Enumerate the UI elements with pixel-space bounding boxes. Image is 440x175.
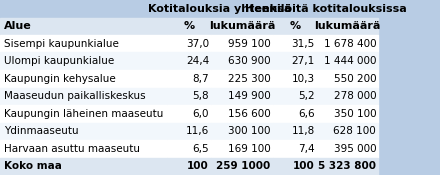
Bar [0,52,167,70]
Text: 259 1000: 259 1000 [216,161,271,171]
Text: 6,6: 6,6 [298,109,315,119]
Bar [273,0,378,18]
Text: 550 200: 550 200 [334,74,376,84]
Bar [167,88,211,105]
Text: 100: 100 [293,161,315,171]
Bar [0,18,167,35]
Bar [317,88,378,105]
Bar [273,122,317,140]
Text: 630 900: 630 900 [228,56,271,66]
Text: lukumäärä: lukumäärä [315,21,381,31]
Bar [0,88,167,105]
Bar [211,88,273,105]
Bar [273,140,317,158]
Bar [317,158,378,175]
Text: 11,8: 11,8 [291,126,315,136]
Text: 278 000: 278 000 [334,91,376,101]
Text: 156 600: 156 600 [228,109,271,119]
Bar [211,105,273,122]
Text: 149 900: 149 900 [228,91,271,101]
Text: 24,4: 24,4 [186,56,209,66]
Text: 6,0: 6,0 [193,109,209,119]
Text: 100: 100 [187,161,209,171]
Bar [317,18,378,35]
Text: 1 444 000: 1 444 000 [324,56,376,66]
Bar [273,18,317,35]
Text: 31,5: 31,5 [291,39,315,49]
Bar [317,122,378,140]
Bar [211,35,273,52]
Text: Henkilöitä kotitalouksissa: Henkilöitä kotitalouksissa [245,4,407,14]
Text: Kaupungin kehysalue: Kaupungin kehysalue [4,74,116,84]
Bar [167,70,211,88]
Text: Koko maa: Koko maa [4,161,62,171]
Text: 350 100: 350 100 [334,109,376,119]
Text: Alue: Alue [4,21,32,31]
Text: 5 323 800: 5 323 800 [318,161,376,171]
Bar [273,105,317,122]
Bar [211,70,273,88]
Bar [0,122,167,140]
Bar [0,70,167,88]
Bar [211,18,273,35]
Text: 225 300: 225 300 [228,74,271,84]
Bar [273,52,317,70]
Bar [317,35,378,52]
Text: 5,8: 5,8 [192,91,209,101]
Bar [0,105,167,122]
Text: 959 100: 959 100 [228,39,271,49]
Bar [167,35,211,52]
Bar [167,18,211,35]
Text: lukumäärä: lukumäärä [209,21,275,31]
Bar [317,52,378,70]
Text: Ydinmaaseutu: Ydinmaaseutu [4,126,79,136]
Text: 5,2: 5,2 [298,91,315,101]
Bar [273,88,317,105]
Bar [167,122,211,140]
Bar [167,140,211,158]
Bar [273,70,317,88]
Text: 300 100: 300 100 [228,126,271,136]
Text: 1 678 400: 1 678 400 [323,39,376,49]
Text: 7,4: 7,4 [298,144,315,154]
Text: Kotitalouksia yhteensä: Kotitalouksia yhteensä [148,4,292,14]
Text: Kaupungin läheinen maaseutu: Kaupungin läheinen maaseutu [4,109,164,119]
Bar [317,70,378,88]
Bar [317,105,378,122]
Text: %: % [183,21,195,31]
Text: Sisempi kaupunkialue: Sisempi kaupunkialue [4,39,119,49]
Text: 169 100: 169 100 [228,144,271,154]
Bar [0,140,167,158]
Bar [167,158,211,175]
Bar [211,140,273,158]
Text: 628 100: 628 100 [334,126,376,136]
Text: 10,3: 10,3 [291,74,315,84]
Text: 6,5: 6,5 [192,144,209,154]
Bar [167,105,211,122]
Bar [211,158,273,175]
Text: 37,0: 37,0 [186,39,209,49]
Text: Harvaan asuttu maaseutu: Harvaan asuttu maaseutu [4,144,140,154]
Text: 11,6: 11,6 [186,126,209,136]
Bar [167,52,211,70]
Bar [273,158,317,175]
Text: 8,7: 8,7 [192,74,209,84]
Bar [211,52,273,70]
Bar [211,122,273,140]
Text: Ulompi kaupunkialue: Ulompi kaupunkialue [4,56,115,66]
Bar [317,140,378,158]
Bar [167,0,273,18]
Bar [0,35,167,52]
Bar [0,0,167,18]
Text: %: % [289,21,301,31]
Bar [0,158,167,175]
Text: Maaseudun paikalliskeskus: Maaseudun paikalliskeskus [4,91,146,101]
Text: 27,1: 27,1 [291,56,315,66]
Bar [273,35,317,52]
Text: 395 000: 395 000 [334,144,376,154]
